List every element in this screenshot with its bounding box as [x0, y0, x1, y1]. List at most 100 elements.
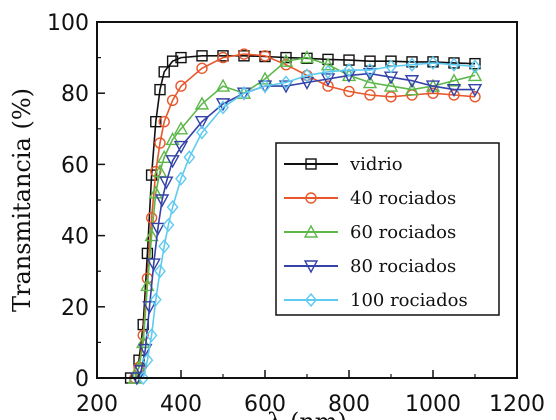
- data-point: [446, 83, 462, 98]
- data-point: [138, 343, 153, 357]
- data-point: [194, 115, 210, 130]
- data-point: [385, 59, 397, 74]
- data-point: [175, 171, 187, 186]
- data-point: [196, 62, 208, 74]
- data-point: [425, 80, 441, 94]
- y-tick-label: 20: [61, 296, 89, 321]
- y-axis-title: Transmitancia (%): [8, 88, 36, 312]
- legend-label: vidrio: [349, 154, 403, 175]
- x-tick-label: 1200: [489, 392, 545, 417]
- data-point: [383, 78, 399, 92]
- data-point: [280, 51, 292, 64]
- data-point: [183, 150, 196, 165]
- data-point: [467, 83, 483, 98]
- data-point: [217, 100, 229, 115]
- data-point: [150, 222, 166, 236]
- data-point: [259, 78, 271, 94]
- data-point: [446, 73, 462, 87]
- data-point: [406, 57, 418, 72]
- data-point: [257, 71, 273, 85]
- data-point: [162, 217, 175, 233]
- x-axis-title: λ (nm): [267, 408, 347, 420]
- legend-marker: [303, 260, 319, 274]
- data-point: [215, 78, 231, 92]
- data-point: [158, 115, 170, 128]
- data-point: [140, 277, 155, 292]
- data-point: [166, 94, 179, 107]
- data-point: [148, 185, 163, 199]
- data-point: [146, 258, 161, 272]
- data-point: [467, 67, 483, 82]
- legend-item: 80 rociados: [284, 256, 456, 277]
- data-point: [238, 48, 250, 60]
- legend-label: 40 rociados: [350, 188, 456, 209]
- legend-marker: [305, 192, 317, 204]
- data-point: [158, 66, 170, 78]
- data-point: [301, 68, 313, 83]
- axis-tick-labels: 200 400 600 800 1000 1200 0 20 40 60 80 100: [47, 11, 545, 417]
- legend-marker: [303, 224, 319, 238]
- data-point: [469, 91, 481, 103]
- data-point: [154, 194, 170, 208]
- data-point: [280, 75, 292, 90]
- legend: vidrio 40 rociados 60 rociados 80 rociados 1…: [275, 142, 500, 316]
- data-point: [320, 73, 336, 87]
- data-point: [165, 155, 180, 169]
- data-point: [196, 50, 208, 62]
- legend-marker: [305, 158, 317, 170]
- y-tick-label: 0: [75, 367, 89, 392]
- legend-label: 100 rociados: [350, 290, 468, 311]
- data-point: [142, 301, 157, 315]
- data-point: [343, 85, 355, 98]
- data-point: [278, 53, 294, 67]
- data-point: [469, 59, 481, 74]
- plot-area: [124, 48, 483, 386]
- data-point: [322, 80, 334, 92]
- data-point: [238, 86, 250, 101]
- x-tick-label: 200: [76, 392, 118, 417]
- data-point: [137, 370, 150, 386]
- data-point: [362, 75, 378, 89]
- data-point: [364, 62, 376, 78]
- data-point: [427, 55, 439, 71]
- legend-item: vidrio: [284, 154, 403, 175]
- data-point: [343, 62, 355, 78]
- data-point: [144, 228, 159, 242]
- data-point: [406, 56, 418, 68]
- data-point: [150, 115, 162, 128]
- x-tick-label: 1000: [405, 392, 461, 417]
- x-tick-label: 400: [160, 392, 202, 417]
- data-point: [217, 51, 229, 64]
- legend-item: 100 rociados: [284, 290, 468, 311]
- data-point: [141, 353, 154, 368]
- data-point: [259, 50, 271, 62]
- data-point: [175, 51, 187, 64]
- data-point: [322, 64, 334, 79]
- data-point: [362, 67, 378, 82]
- data-point: [299, 50, 315, 64]
- data-point: [165, 132, 180, 146]
- data-point: [278, 80, 294, 94]
- x-tick-label: 600: [244, 392, 286, 417]
- data-point: [448, 57, 460, 72]
- series-4: [137, 55, 481, 386]
- data-point: [154, 83, 166, 96]
- legend-marker: [305, 292, 317, 308]
- axis-ticks: [96, 21, 518, 379]
- data-point: [145, 328, 158, 343]
- legend-item: 40 rociados: [284, 188, 456, 209]
- data-point: [173, 140, 189, 155]
- data-point: [194, 96, 210, 110]
- legend-item: 60 rociados: [284, 222, 456, 243]
- data-point: [364, 55, 376, 67]
- data-point: [158, 239, 171, 254]
- data-point: [154, 264, 166, 279]
- x-tick-label: 800: [328, 392, 370, 417]
- data-point: [159, 176, 174, 190]
- data-point: [149, 292, 162, 307]
- data-point: [299, 76, 315, 90]
- legend-label: 80 rociados: [350, 256, 456, 277]
- series-line: [134, 53, 476, 379]
- data-point: [166, 55, 179, 67]
